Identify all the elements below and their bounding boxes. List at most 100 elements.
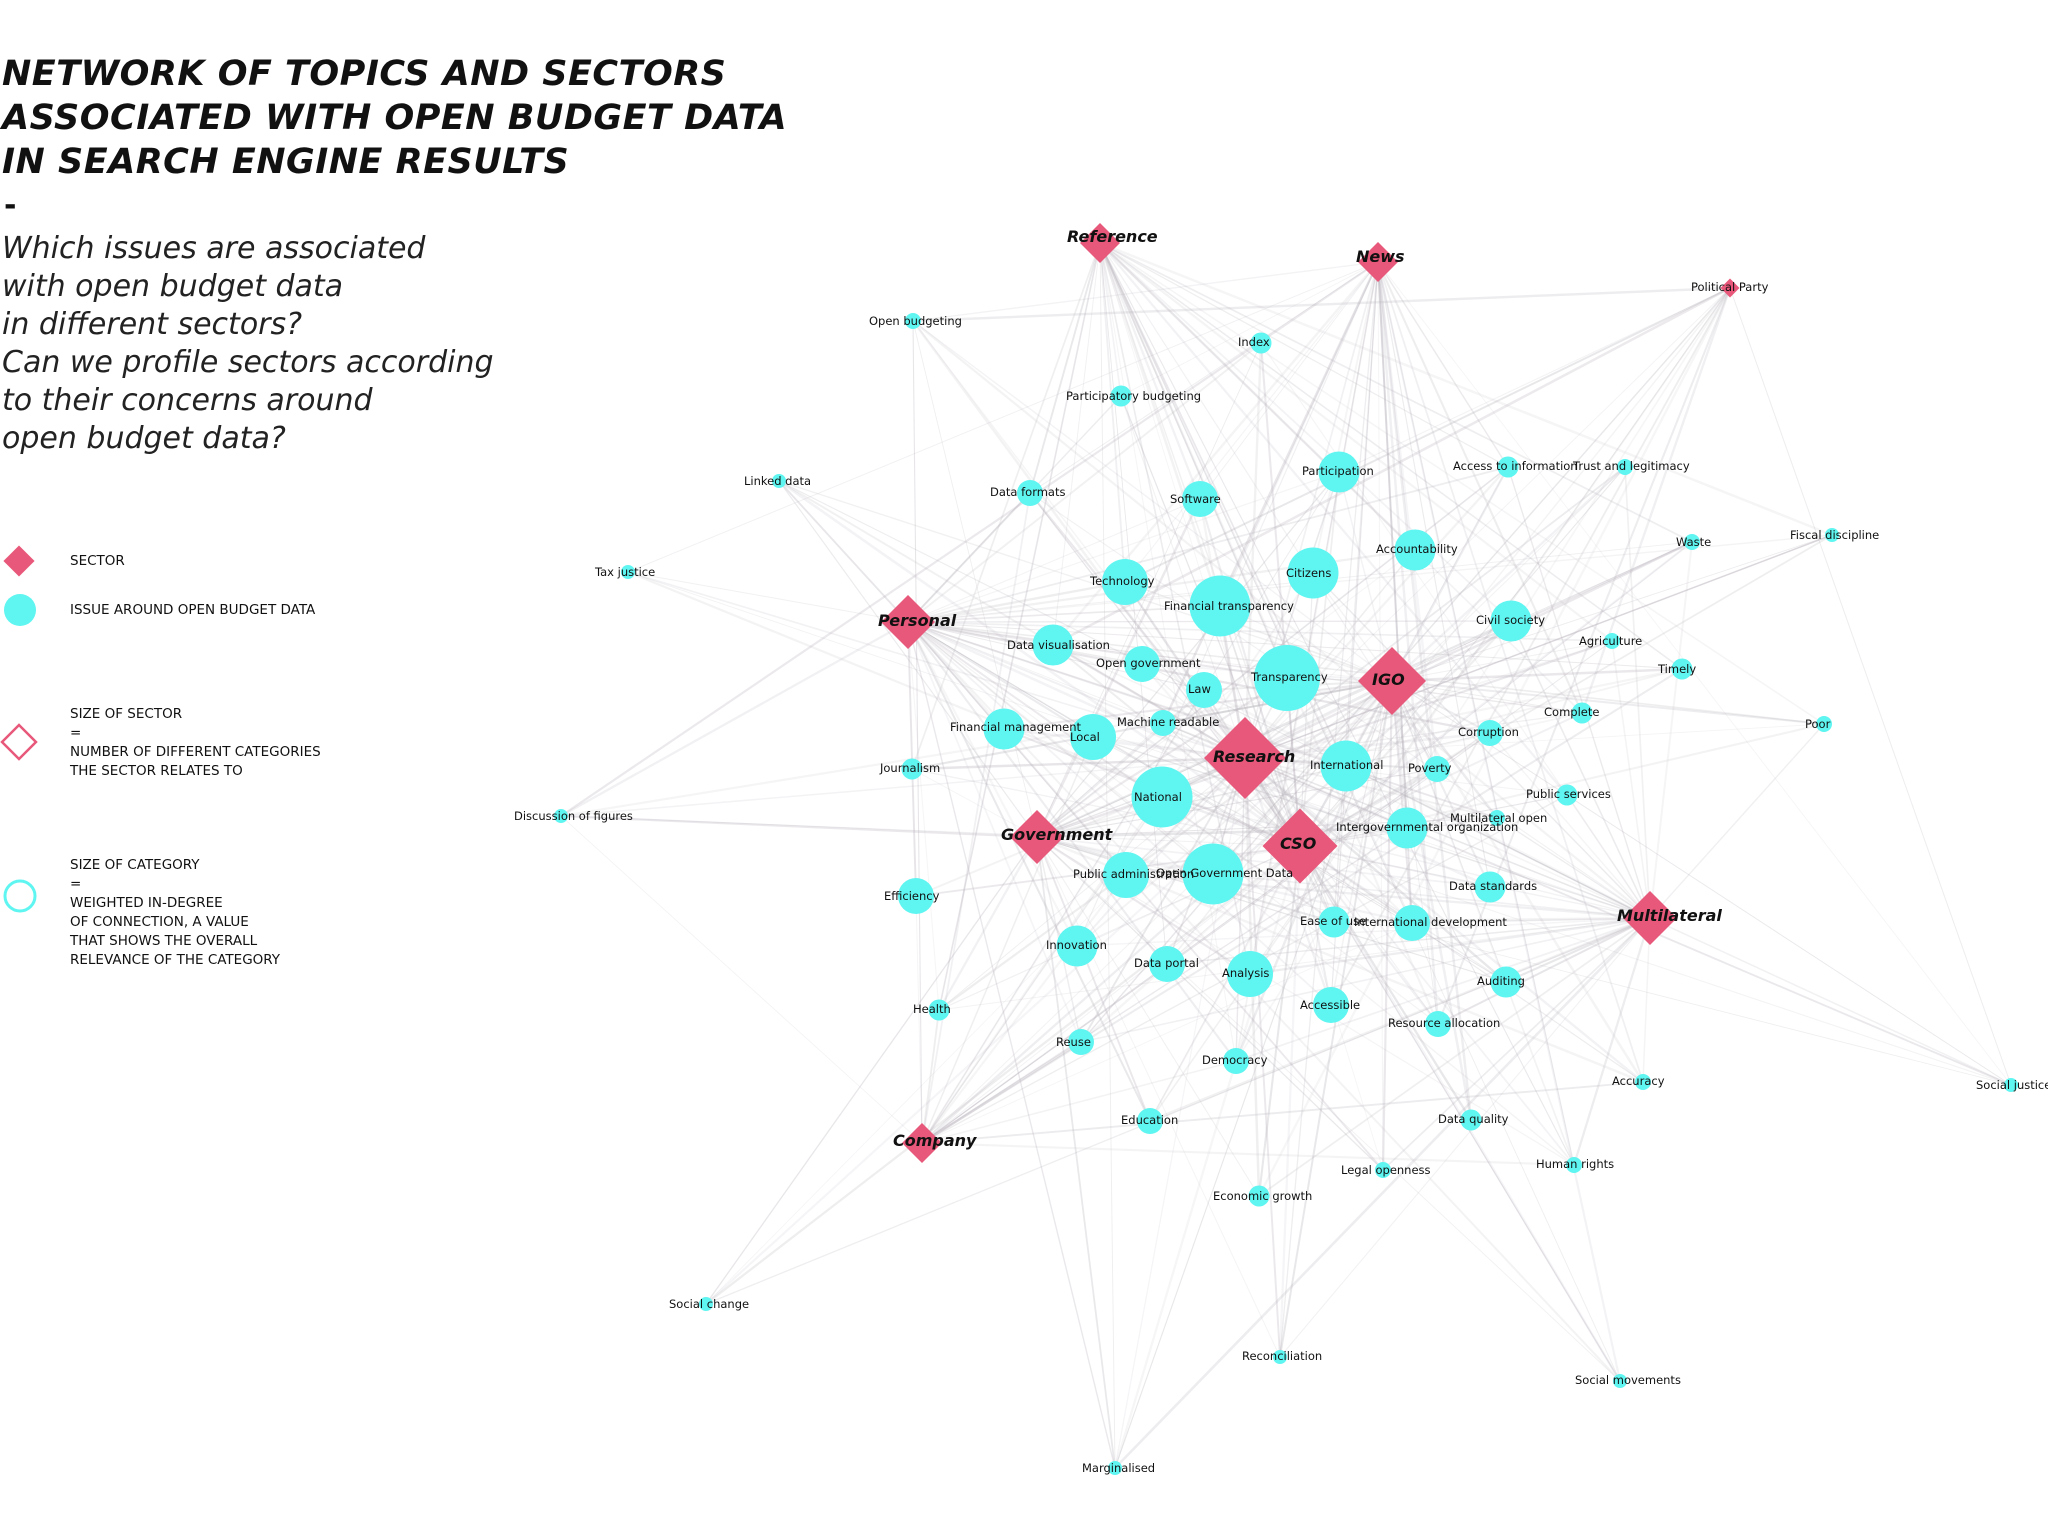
- issue-node[interactable]: [1313, 987, 1349, 1023]
- issue-node[interactable]: [1318, 451, 1360, 493]
- issue-label: Journalism: [879, 761, 940, 775]
- edge: [1120, 395, 1246, 759]
- edges-layer: [560, 241, 2012, 1469]
- issue-label: Analysis: [1222, 966, 1269, 980]
- issue-node[interactable]: [1424, 756, 1450, 782]
- issue-node[interactable]: [1068, 1029, 1094, 1055]
- issue-node[interactable]: [1287, 547, 1339, 599]
- issue-node[interactable]: [1613, 1374, 1627, 1388]
- sector-node[interactable]: [1358, 242, 1398, 282]
- issue-node[interactable]: [1103, 852, 1149, 898]
- issue-node[interactable]: [1490, 966, 1522, 998]
- issue-node[interactable]: [898, 878, 934, 914]
- edge: [1076, 845, 1301, 947]
- issue-node[interactable]: [1150, 710, 1176, 736]
- issue-label: Social justice: [1976, 1078, 2048, 1092]
- issue-node[interactable]: [1571, 702, 1593, 724]
- issue-node[interactable]: [1489, 810, 1505, 826]
- issue-node[interactable]: [1474, 871, 1506, 903]
- issue-node[interactable]: [699, 1297, 713, 1311]
- edge: [1212, 873, 1651, 919]
- edge: [1566, 794, 1651, 919]
- issue-node[interactable]: [1189, 575, 1251, 637]
- edge: [1299, 732, 1491, 847]
- edge: [1391, 466, 1509, 682]
- issue-node[interactable]: [1604, 633, 1620, 649]
- edge: [907, 621, 1683, 670]
- issue-node[interactable]: [1273, 1350, 1287, 1364]
- issue-node[interactable]: [772, 474, 786, 488]
- issue-node[interactable]: [1394, 529, 1436, 571]
- sector-node[interactable]: [1720, 278, 1740, 298]
- issue-node[interactable]: [1186, 672, 1222, 708]
- issue-node[interactable]: [928, 999, 950, 1021]
- issue-node[interactable]: [1394, 905, 1430, 941]
- issue-node[interactable]: [1490, 600, 1532, 642]
- issue-node[interactable]: [1149, 946, 1185, 982]
- issue-node[interactable]: [1110, 385, 1132, 407]
- issue-node[interactable]: [1556, 784, 1578, 806]
- issue-node[interactable]: [1425, 1011, 1451, 1037]
- subtitle: Which issues are associated with open bu…: [2, 230, 494, 458]
- issue-node[interactable]: [1182, 481, 1218, 517]
- edge: [921, 732, 1491, 1144]
- edge: [1124, 287, 1731, 583]
- issue-node[interactable]: [1816, 716, 1832, 732]
- edge: [1299, 620, 1512, 847]
- issue-node[interactable]: [1497, 456, 1519, 478]
- edge: [1330, 287, 1731, 1006]
- sector-node[interactable]: [1204, 717, 1286, 799]
- issue-node[interactable]: [1137, 1108, 1163, 1134]
- sector-node[interactable]: [1358, 647, 1426, 715]
- issue-node[interactable]: [554, 809, 568, 823]
- issue-node[interactable]: [1108, 1461, 1122, 1475]
- issue-node[interactable]: [1250, 332, 1272, 354]
- issue-node[interactable]: [1248, 1185, 1270, 1207]
- edge: [1235, 917, 1651, 1062]
- issue-node[interactable]: [1017, 480, 1043, 506]
- issue-node[interactable]: [1617, 459, 1633, 475]
- issue-node[interactable]: [1318, 906, 1350, 938]
- edge: [1244, 731, 1491, 760]
- issue-node[interactable]: [1460, 1109, 1482, 1131]
- edge: [911, 242, 1101, 770]
- issue-node[interactable]: [901, 758, 923, 780]
- issue-node[interactable]: [1671, 658, 1693, 680]
- issue-node[interactable]: [1227, 951, 1273, 997]
- issue-node[interactable]: [1375, 1162, 1391, 1178]
- issue-node[interactable]: [1684, 534, 1700, 550]
- edge: [921, 1141, 1575, 1167]
- issue-node[interactable]: [1825, 528, 1839, 542]
- issue-node[interactable]: [1124, 646, 1160, 682]
- issue-node[interactable]: [2004, 1078, 2018, 1092]
- issue-label: Data quality: [1438, 1112, 1509, 1126]
- issue-node[interactable]: [1102, 559, 1148, 605]
- issue-node[interactable]: [1566, 1157, 1582, 1173]
- issue-node[interactable]: [1070, 714, 1116, 760]
- issue-node[interactable]: [1477, 720, 1503, 746]
- issue-node[interactable]: [1056, 925, 1098, 967]
- issue-label: Poverty: [1408, 761, 1452, 775]
- issue-node[interactable]: [1182, 843, 1244, 905]
- sector-node[interactable]: [1262, 808, 1338, 884]
- sector-node[interactable]: [1010, 810, 1064, 864]
- issue-node[interactable]: [983, 708, 1025, 750]
- sector-node[interactable]: [1080, 223, 1120, 263]
- issue-label: Data portal: [1134, 956, 1199, 970]
- edge: [911, 768, 1038, 838]
- issue-node[interactable]: [1032, 624, 1074, 666]
- issue-node[interactable]: [1223, 1048, 1249, 1074]
- issue-node[interactable]: [1386, 807, 1428, 849]
- issue-node[interactable]: [1635, 1074, 1651, 1090]
- sector-node[interactable]: [902, 1123, 942, 1163]
- issue-node[interactable]: [1131, 766, 1193, 828]
- edge: [1212, 287, 1731, 875]
- issue-node[interactable]: [1320, 740, 1372, 792]
- sector-node[interactable]: [881, 595, 935, 649]
- sector-node[interactable]: [1623, 891, 1677, 945]
- issue-node[interactable]: [905, 313, 921, 329]
- edge: [560, 679, 1393, 818]
- edge: [1099, 242, 1237, 1062]
- issue-node[interactable]: [621, 565, 635, 579]
- issue-node[interactable]: [1254, 645, 1320, 711]
